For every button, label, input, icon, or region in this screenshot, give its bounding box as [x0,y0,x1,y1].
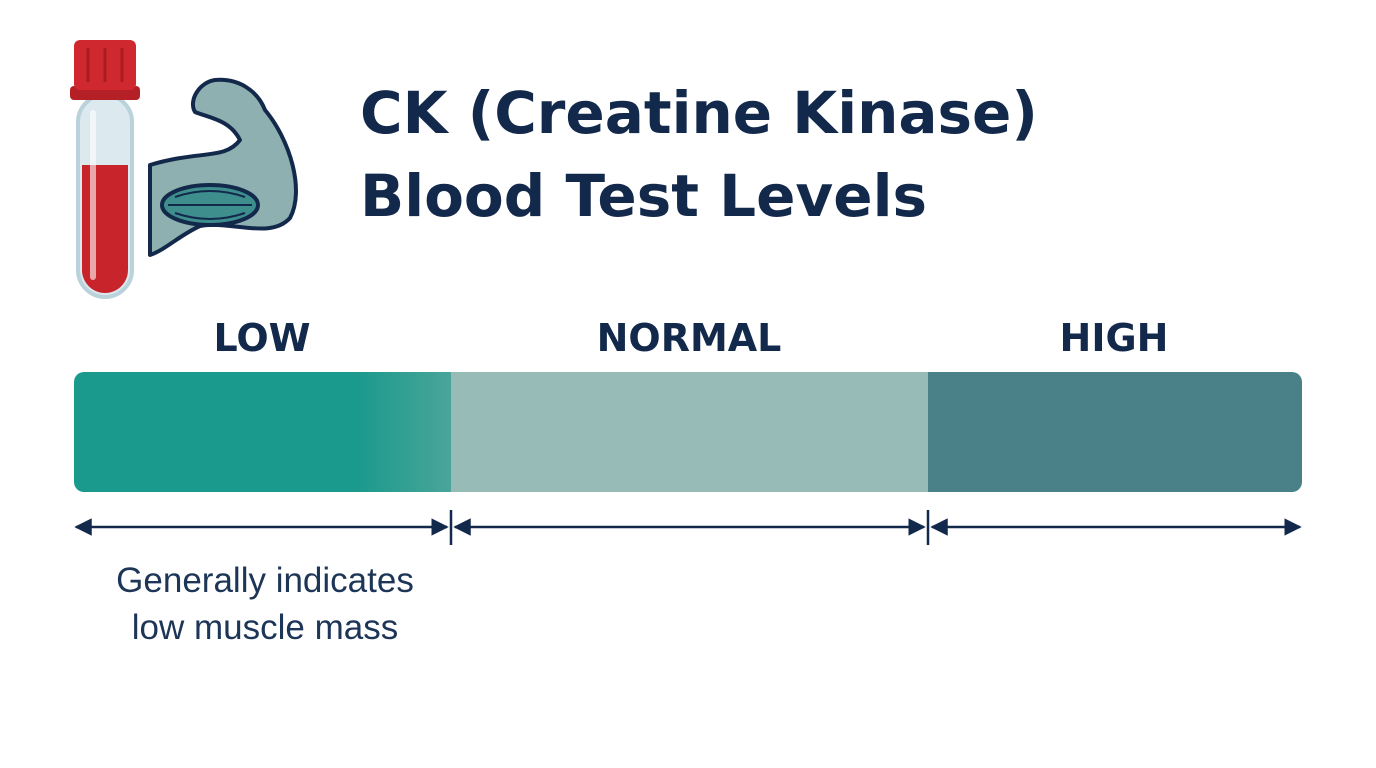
title-line: Blood Test Levels [360,162,927,230]
range-arrows [74,510,1302,545]
range-label: NORMAL [597,316,782,360]
title-line: CK (Creatine Kinase) [360,79,1038,147]
range-label: LOW [213,316,310,360]
note-line: low muscle mass [132,608,398,647]
muscle-arm-icon [148,77,298,257]
normal-segment [451,372,928,492]
level-bar [74,372,1302,492]
range-label: HIGH [1060,316,1169,360]
high-segment [928,372,1302,492]
note-line: Generally indicates [116,561,414,600]
low-segment [74,372,451,492]
test-tube-icon [70,40,140,299]
